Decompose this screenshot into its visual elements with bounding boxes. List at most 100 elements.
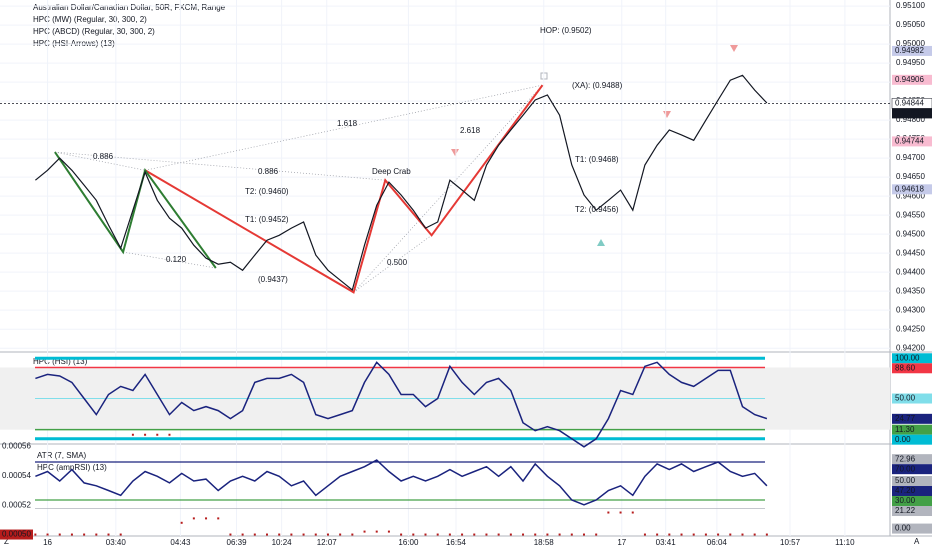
price-tag-label: 0.94833 <box>895 109 924 118</box>
price-tag <box>892 413 932 424</box>
x-tick-label: 10:24 <box>272 538 293 547</box>
price-tag-label: 0.00050 <box>2 530 31 539</box>
atr-dot <box>595 533 598 536</box>
price-tag <box>892 476 932 487</box>
annotation: 0.500 <box>387 258 408 267</box>
y-tick-label: 0.95100 <box>896 1 925 10</box>
price-tag-label: 100.00 <box>895 353 920 362</box>
price-tag <box>892 393 932 404</box>
atr-dot <box>400 533 403 536</box>
price-tag-label: 50.00 <box>895 476 916 485</box>
annotation: T2: (0.9460) <box>245 187 289 196</box>
y-tick-label: 0.00054 <box>2 471 31 480</box>
x-tick-label: 03:40 <box>106 538 127 547</box>
atr-dot <box>461 533 464 536</box>
annotation: 1.618 <box>337 119 358 128</box>
y-tick-label: 0.94200 <box>896 343 925 352</box>
price-tag-label: 0.94906 <box>895 75 924 84</box>
pane-title: HPC (ampRSI) (13) <box>37 463 107 472</box>
zoom-icon[interactable]: Z <box>4 537 9 546</box>
x-tick-label: 18:58 <box>534 538 555 547</box>
price-tag <box>892 486 932 497</box>
price-tag <box>892 464 932 475</box>
atr-dot <box>619 511 622 514</box>
y-tick-label: 0.94250 <box>896 324 925 333</box>
pattern-connector <box>54 151 386 181</box>
atr-dot <box>485 533 488 536</box>
price-tag <box>892 506 932 517</box>
signal-down <box>663 111 671 118</box>
atr-dot <box>582 533 585 536</box>
atr-dot <box>558 533 561 536</box>
y-tick-label: 0.00052 <box>2 500 31 509</box>
atr-dot <box>643 533 646 536</box>
atr-dot <box>131 433 134 436</box>
x-tick-label: 10:57 <box>780 538 801 547</box>
price-tag-label: 70.00 <box>895 464 916 473</box>
y-tick-label: 0.00056 <box>2 442 31 451</box>
price-tag-label: 88.60 <box>895 363 916 372</box>
atr-dot <box>241 533 244 536</box>
atr-dot <box>229 533 232 536</box>
atr-dot <box>631 511 634 514</box>
atr-dot <box>717 533 720 536</box>
x-tick-label: 03:41 <box>656 538 677 547</box>
y-tick-label: 0.95000 <box>896 39 925 48</box>
atr-dot <box>424 533 427 536</box>
x-tick-label: 12:07 <box>317 538 338 547</box>
y-tick-label: 0.94400 <box>896 267 925 276</box>
atr-dot <box>546 533 549 536</box>
atr-dot <box>412 533 415 536</box>
annotation: (XA): (0.9488) <box>572 81 623 90</box>
signal-up <box>597 239 605 246</box>
price-tag <box>892 424 932 435</box>
price-tag-label: 11.30 <box>895 425 915 434</box>
atr-dot <box>363 530 366 533</box>
atr-dot <box>741 533 744 536</box>
price-tag-label: 21.22 <box>895 506 916 515</box>
atr-dot <box>387 530 390 533</box>
atr-dot <box>192 517 195 520</box>
atr-dot <box>205 517 208 520</box>
annotation: Deep Crab <box>372 167 411 176</box>
price-tag <box>0 529 33 540</box>
signal-down <box>451 149 459 156</box>
indicator-title: HPC (MW) (Regular, 30, 300, 2) <box>33 15 147 24</box>
atr-dot <box>266 533 268 536</box>
atr-dot <box>753 533 756 536</box>
atr-dot <box>107 533 110 536</box>
x-tick-label: 04:43 <box>170 538 191 547</box>
atr-dot <box>607 511 610 514</box>
y-tick-label: 0.94650 <box>896 172 925 181</box>
y-tick-label: 0.94350 <box>896 286 925 295</box>
price-tag-label: 30.00 <box>895 496 916 505</box>
atr-dot <box>351 533 354 536</box>
atr-dot <box>168 433 171 436</box>
atr-dot <box>290 533 293 536</box>
atr-dot <box>58 533 61 536</box>
price-tag <box>892 184 932 195</box>
atr-dot <box>156 433 159 436</box>
price-tag <box>892 136 932 147</box>
y-tick-label: 0.94550 <box>896 210 925 219</box>
auto-scale[interactable]: A <box>914 537 920 546</box>
price-tag-label: 0.00 <box>895 435 911 444</box>
y-tick-label: 0.94800 <box>896 115 925 124</box>
harmonic-pattern <box>54 151 217 269</box>
atr-dot <box>668 533 671 536</box>
price-tag <box>892 353 932 364</box>
pane-title: ATR (7, SMA) <box>37 451 87 460</box>
y-tick-label: 0.94700 <box>896 153 925 162</box>
atr-dot <box>729 533 732 536</box>
price-tag <box>892 434 932 445</box>
atr-dot <box>144 433 147 436</box>
atr-dot <box>70 533 73 536</box>
y-tick-label: 0.94500 <box>896 229 925 238</box>
indicator-title: HPC (ABCD) (Regular, 30, 300, 2) <box>33 27 155 36</box>
atr-dot <box>34 533 37 536</box>
price-tag-label: 47.20 <box>895 486 916 495</box>
atr-dot <box>46 533 49 536</box>
pattern-connector <box>353 235 432 293</box>
